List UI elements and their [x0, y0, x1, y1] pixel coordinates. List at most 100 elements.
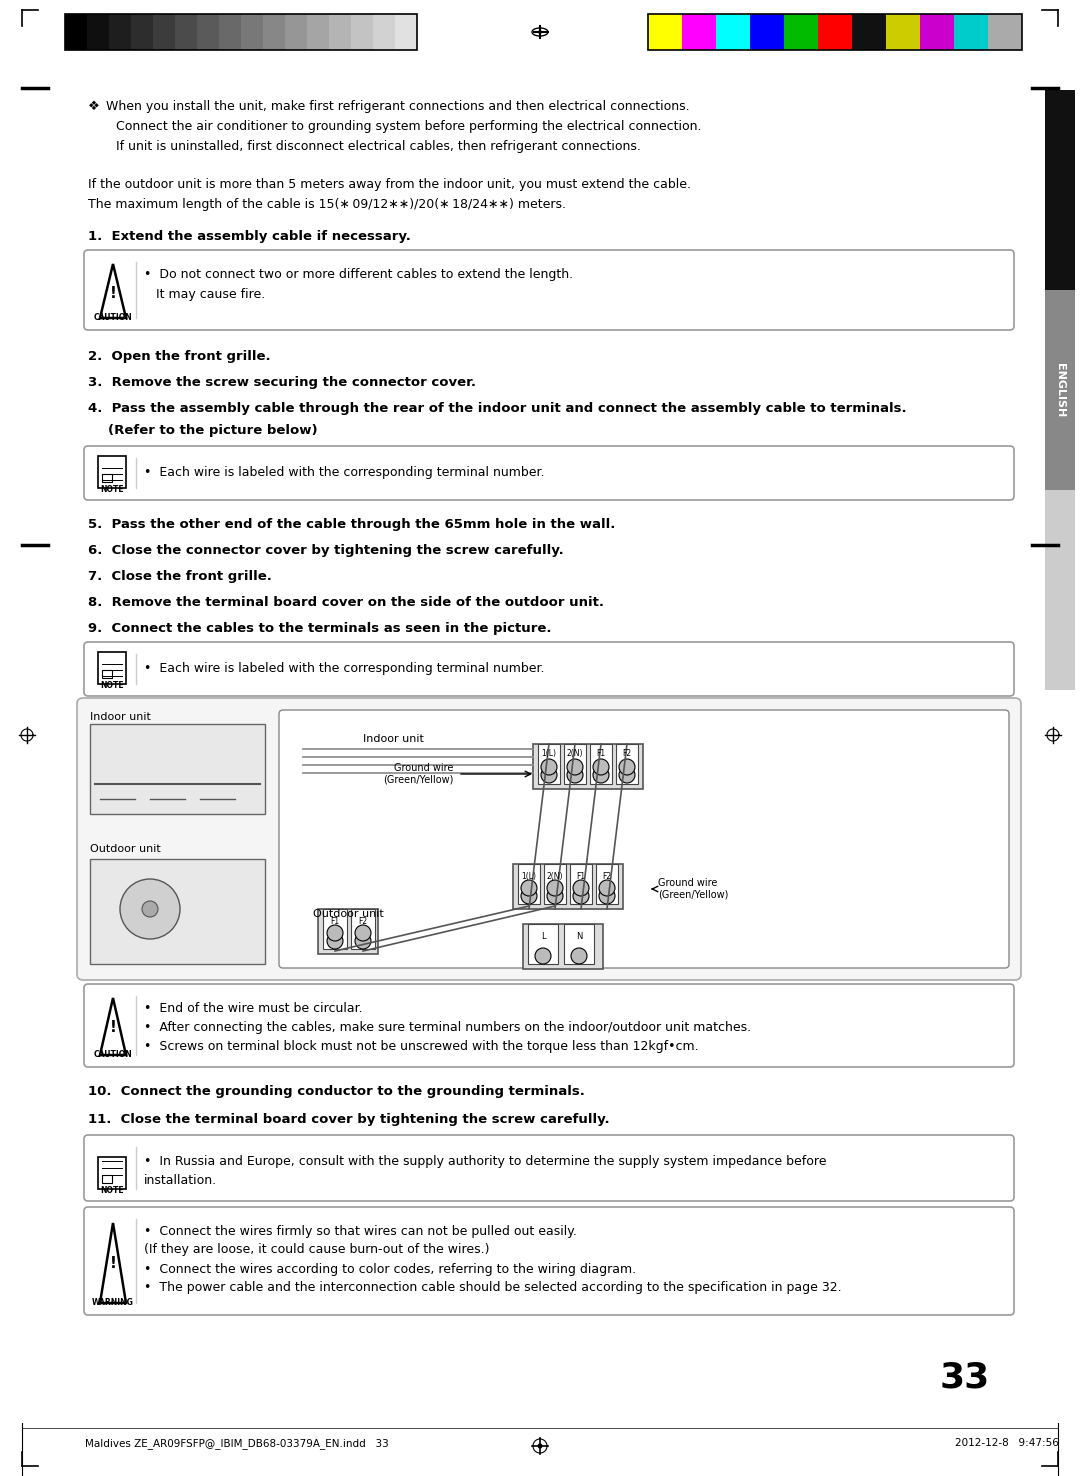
Circle shape — [546, 889, 563, 903]
Circle shape — [593, 759, 609, 775]
Text: F1: F1 — [577, 872, 585, 881]
Text: It may cause fire.: It may cause fire. — [144, 288, 266, 301]
Bar — [818, 13, 852, 50]
Bar — [373, 13, 395, 50]
Bar — [351, 13, 373, 50]
Circle shape — [567, 759, 583, 775]
Bar — [1045, 490, 1075, 689]
Bar — [1045, 289, 1075, 490]
Text: 4.  Pass the assembly cable through the rear of the indoor unit and connect the : 4. Pass the assembly cable through the r… — [87, 401, 906, 415]
Circle shape — [521, 889, 537, 903]
Text: If unit is uninstalled, first disconnect electrical cables, then refrigerant con: If unit is uninstalled, first disconnect… — [116, 140, 640, 154]
Bar — [523, 924, 603, 970]
Text: 11.  Close the terminal board cover by tightening the screw carefully.: 11. Close the terminal board cover by ti… — [87, 1113, 609, 1126]
Text: (If they are loose, it could cause burn-out of the wires.): (If they are loose, it could cause burn-… — [144, 1243, 489, 1256]
Text: 2.  Open the front grille.: 2. Open the front grille. — [87, 350, 271, 363]
Text: •  End of the wire must be circular.: • End of the wire must be circular. — [144, 1002, 363, 1015]
Text: WARNING: WARNING — [92, 1297, 134, 1308]
Circle shape — [546, 880, 563, 896]
Text: !: ! — [109, 1256, 117, 1271]
Bar — [395, 13, 417, 50]
Text: 9.  Connect the cables to the terminals as seen in the picture.: 9. Connect the cables to the terminals a… — [87, 621, 552, 635]
Bar — [544, 863, 566, 903]
Text: Connect the air conditioner to grounding system before performing the electrical: Connect the air conditioner to grounding… — [116, 120, 702, 133]
Text: installation.: installation. — [144, 1173, 217, 1187]
Bar — [570, 863, 592, 903]
Text: •  Screws on terminal block must not be unscrewed with the torque less than 12kg: • Screws on terminal block must not be u… — [144, 1041, 699, 1052]
Bar — [175, 13, 197, 50]
Bar — [329, 13, 351, 50]
Circle shape — [619, 759, 635, 775]
Bar — [102, 474, 112, 483]
Bar — [513, 863, 623, 909]
Circle shape — [573, 880, 589, 896]
Text: •  In Russia and Europe, consult with the supply authority to determine the supp: • In Russia and Europe, consult with the… — [144, 1156, 826, 1168]
Bar — [264, 13, 285, 50]
Circle shape — [541, 759, 557, 775]
Text: (Refer to the picture below): (Refer to the picture below) — [108, 424, 318, 437]
Text: F2: F2 — [603, 872, 611, 881]
Text: When you install the unit, make first refrigerant connections and then electrica: When you install the unit, make first re… — [106, 100, 690, 114]
Text: F1: F1 — [596, 748, 606, 759]
Bar — [534, 744, 643, 790]
Text: •  Do not connect two or more different cables to extend the length.: • Do not connect two or more different c… — [144, 269, 573, 280]
FancyBboxPatch shape — [84, 1207, 1014, 1315]
Bar — [219, 13, 241, 50]
Bar — [318, 909, 378, 953]
Bar — [109, 13, 131, 50]
Bar — [538, 744, 561, 784]
Bar — [90, 725, 265, 813]
Text: 33: 33 — [940, 1359, 990, 1393]
Circle shape — [538, 30, 542, 34]
Circle shape — [521, 880, 537, 896]
Bar — [852, 13, 886, 50]
Text: NOTE: NOTE — [100, 486, 124, 494]
Bar — [528, 924, 558, 964]
FancyBboxPatch shape — [84, 249, 1014, 331]
Bar — [90, 859, 265, 964]
Bar — [131, 13, 153, 50]
Text: •  Connect the wires firmly so that wires can not be pulled out easily.: • Connect the wires firmly so that wires… — [144, 1225, 577, 1238]
Circle shape — [573, 889, 589, 903]
Text: 2(N): 2(N) — [567, 748, 583, 759]
Bar — [87, 13, 109, 50]
Bar — [716, 13, 750, 50]
Bar — [648, 13, 1022, 50]
Text: CAUTION: CAUTION — [94, 313, 133, 322]
Text: ENGLISH: ENGLISH — [1055, 363, 1065, 418]
Text: ❖: ❖ — [87, 100, 99, 114]
Text: 2012-12-8   9:47:56: 2012-12-8 9:47:56 — [955, 1438, 1058, 1448]
Bar — [98, 456, 126, 489]
Bar — [596, 863, 618, 903]
Text: NOTE: NOTE — [100, 1187, 124, 1196]
Bar — [65, 13, 417, 50]
Bar — [241, 13, 264, 50]
Circle shape — [571, 948, 588, 964]
Circle shape — [567, 768, 583, 782]
Circle shape — [355, 925, 372, 942]
Text: NOTE: NOTE — [100, 680, 124, 689]
Text: •  The power cable and the interconnection cable should be selected according to: • The power cable and the interconnectio… — [144, 1281, 841, 1294]
Text: Ground wire
(Green/Yellow): Ground wire (Green/Yellow) — [382, 763, 453, 785]
Bar — [616, 744, 638, 784]
Text: •  Connect the wires according to color codes, referring to the wiring diagram.: • Connect the wires according to color c… — [144, 1263, 636, 1275]
Circle shape — [599, 880, 615, 896]
Text: If the outdoor unit is more than 5 meters away from the indoor unit, you must ex: If the outdoor unit is more than 5 meter… — [87, 179, 691, 190]
Bar — [285, 13, 307, 50]
Bar — [564, 744, 586, 784]
FancyBboxPatch shape — [84, 446, 1014, 500]
Bar — [197, 13, 219, 50]
Circle shape — [593, 768, 609, 782]
Bar — [102, 1175, 112, 1182]
Text: Outdoor unit: Outdoor unit — [313, 909, 383, 920]
Text: 1.  Extend the assembly cable if necessary.: 1. Extend the assembly cable if necessar… — [87, 230, 410, 244]
Text: 2(N): 2(N) — [546, 872, 564, 881]
FancyBboxPatch shape — [84, 984, 1014, 1067]
Bar — [323, 909, 347, 949]
Text: Outdoor unit: Outdoor unit — [90, 844, 161, 855]
Text: 7.  Close the front grille.: 7. Close the front grille. — [87, 570, 272, 583]
Bar — [886, 13, 920, 50]
FancyBboxPatch shape — [279, 710, 1009, 968]
Circle shape — [355, 933, 372, 949]
Bar — [98, 652, 126, 683]
